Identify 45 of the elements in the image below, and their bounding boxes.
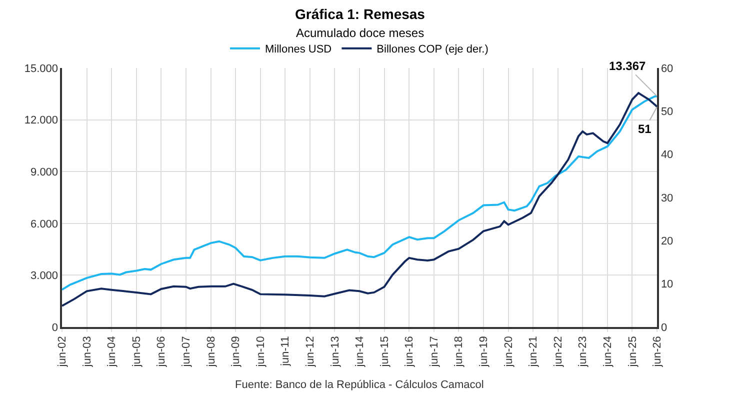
x-tick-label: jun-24	[602, 336, 614, 368]
x-tick-label: jun-25	[626, 336, 639, 368]
x-tick-label: jun-18	[453, 336, 466, 368]
y-tick-label: 15.000	[24, 62, 58, 75]
x-tick-label: jun-11	[280, 336, 292, 367]
x-tick-label: jun-05	[130, 336, 143, 368]
y-tick-label: 6.000	[30, 218, 58, 230]
y2-tick-label: 10	[660, 278, 674, 291]
chart-title: Gráfica 1: Remesas	[295, 6, 426, 22]
y2-tick-label: 30	[660, 192, 674, 204]
x-tick-label: jun-22	[552, 336, 564, 368]
x-tick-label: jun-26	[652, 336, 664, 368]
x-tick-label: jun-17	[428, 336, 440, 368]
data-label: 51	[638, 122, 652, 136]
x-tick-label: jun-16	[404, 336, 416, 368]
x-tick-label: jun-15	[378, 336, 391, 368]
x-tick-label: jun-13	[329, 336, 342, 368]
x-tick-label: jun-04	[106, 336, 118, 368]
legend-label: Billones COP (eje der.)	[376, 44, 488, 56]
y2-tick-label: 20	[660, 236, 674, 248]
x-tick-label: jun-08	[205, 336, 218, 368]
x-tick-label: jun-20	[502, 336, 515, 368]
y-tick-label: 12.000	[24, 114, 58, 127]
y2-tick-label: 0	[660, 322, 668, 334]
data-label: 13.367	[609, 59, 646, 73]
x-tick-label: jun-06	[156, 336, 168, 368]
x-tick-label: jun-10	[254, 336, 267, 368]
x-tick-label: jun-23	[577, 336, 590, 368]
x-tick-label: jun-19	[478, 336, 490, 368]
y2-tick-label: 50	[660, 106, 674, 118]
legend-label: Millones USD	[265, 44, 332, 56]
source-note: Fuente: Banco de la República - Cálculos Camacol	[235, 379, 484, 391]
y-tick-label: 0	[52, 322, 58, 334]
y2-tick-label: 40	[660, 149, 674, 162]
x-tick-label: jun-07	[180, 336, 193, 368]
x-tick-label: jun-14	[354, 336, 366, 368]
x-tick-label: jun-03	[81, 336, 94, 368]
chart-subtitle: Acumulado doce meses	[296, 26, 424, 40]
x-tick-label: jun-09	[230, 336, 242, 368]
y2-tick-label: 60	[660, 62, 674, 75]
x-tick-label: jun-02	[56, 336, 69, 368]
y-tick-label: 3.000	[30, 270, 58, 282]
x-tick-label: jun-12	[304, 336, 317, 368]
y-tick-label: 9.000	[30, 166, 58, 178]
x-tick-label: jun-21	[528, 336, 540, 368]
